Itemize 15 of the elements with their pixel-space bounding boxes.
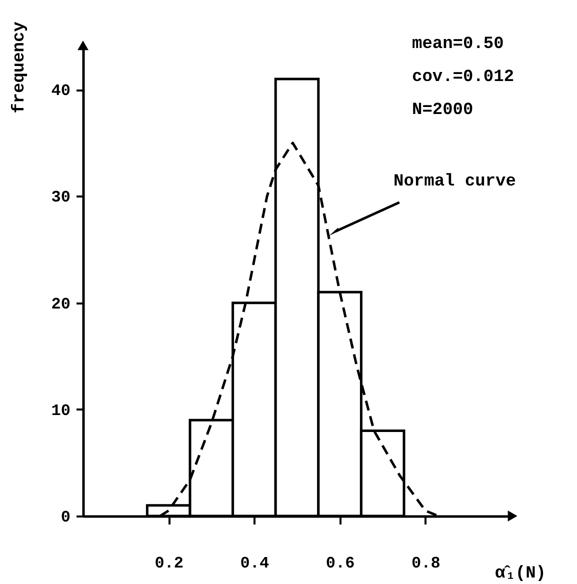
annotation: cov.=0.012 bbox=[412, 68, 514, 87]
annotation: mean=0.50 bbox=[412, 35, 504, 54]
y-tick-label: 10 bbox=[51, 402, 70, 420]
annotation: N=2000 bbox=[412, 101, 474, 120]
y-tick-label: 20 bbox=[51, 295, 70, 314]
x-tick-label: 0.8 bbox=[411, 554, 440, 572]
x-tick-label: 0.4 bbox=[240, 554, 270, 572]
y-tick-label: 40 bbox=[51, 82, 70, 100]
y-axis-title: frequency bbox=[10, 22, 30, 114]
x-tick-label: 0.6 bbox=[326, 554, 355, 572]
y-tick-label: 0 bbox=[60, 508, 70, 526]
annotation: Normal curve bbox=[394, 172, 516, 192]
y-tick-label: 30 bbox=[51, 188, 70, 207]
x-axis-title: α̂₁(N) bbox=[494, 564, 546, 584]
x-tick-label: 0.2 bbox=[154, 554, 184, 572]
